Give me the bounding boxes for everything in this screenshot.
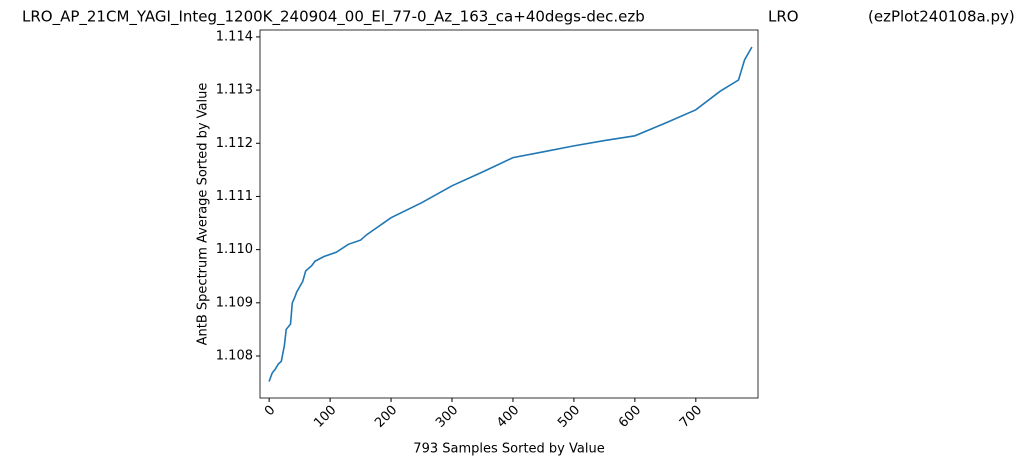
y-tick-label: 1.111 (216, 189, 253, 204)
y-tick-label: 1.114 (216, 29, 253, 44)
y-tick-label: 1.110 (216, 242, 253, 257)
x-tick-label: 400 (494, 403, 522, 431)
x-axis-label: 793 Samples Sorted by Value (413, 442, 604, 457)
plot-frame (259, 29, 759, 399)
y-tick-label: 1.108 (216, 348, 253, 363)
x-tick-label: 0 (262, 403, 278, 419)
x-tick-label: 100 (311, 403, 339, 431)
y-tick-label: 1.113 (216, 83, 253, 98)
x-tick-label: 500 (555, 403, 583, 431)
y-tick-label: 1.112 (216, 136, 253, 151)
y-tick-label: 1.109 (216, 295, 253, 310)
y-axis-label: AntB Spectrum Average Sorted by Value (196, 83, 211, 346)
x-tick-label: 700 (677, 403, 705, 431)
chart-title: LRO_AP_21CM_YAGI_Integ_1200K_240904_00_E… (22, 8, 645, 27)
chart-title-right: (ezPlot240108a.py) (868, 8, 1015, 26)
x-tick-label: 200 (372, 403, 400, 431)
chart-title-center: LRO (768, 8, 799, 26)
data-line (268, 46, 753, 382)
x-tick-label: 300 (433, 403, 461, 431)
x-tick-label: 600 (616, 403, 644, 431)
